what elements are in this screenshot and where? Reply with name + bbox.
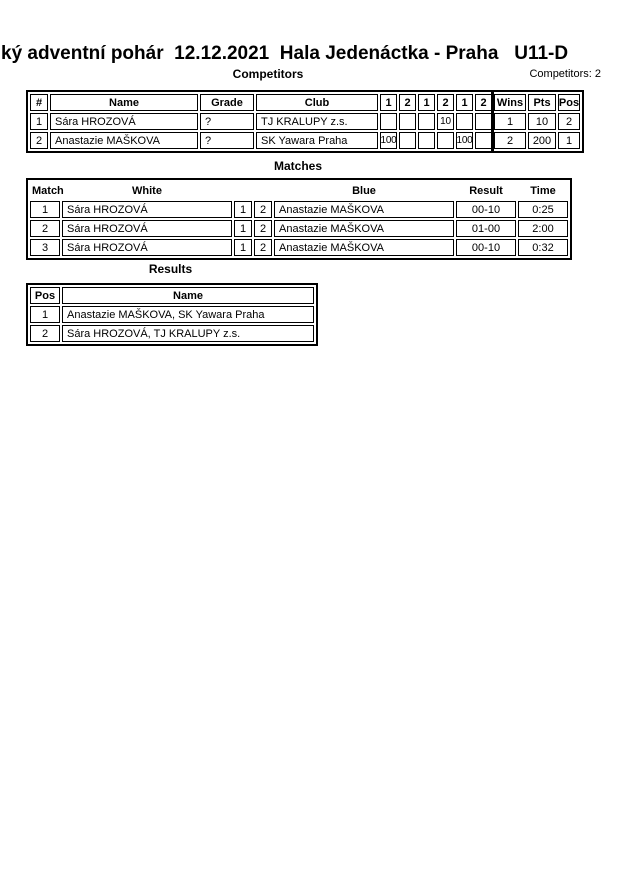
matches-col-white: White	[132, 184, 162, 197]
match-cell: 00-10	[456, 201, 516, 218]
competitors-cell: 100	[380, 132, 397, 149]
results-cell: 2	[30, 325, 60, 342]
competitors-cell: 2	[494, 132, 526, 149]
competitors-cell: TJ KRALUPY z.s.	[256, 113, 378, 130]
competitors-header-cell: Grade	[200, 94, 254, 111]
competitors-cell: 1	[558, 132, 580, 149]
match-cell: Anastazie MAŠKOVA	[274, 201, 454, 218]
match-cell: 2:00	[518, 220, 568, 237]
results-table: Pos Name 1 Anastazie MAŠKOVA, SK Yawara Pra…	[26, 283, 318, 346]
competitors-cell	[399, 113, 416, 130]
competitors-cell	[418, 132, 435, 149]
competitors-cell	[418, 113, 435, 130]
competitors-cell	[399, 132, 416, 149]
matches-col-time: Time	[530, 184, 556, 197]
competitors-cell	[475, 113, 492, 130]
match-cell: 2	[254, 220, 272, 237]
results-header-cell: Name	[62, 287, 314, 304]
match-cell: 2	[254, 201, 272, 218]
results-heading: Results	[148, 262, 193, 276]
competitors-cell	[475, 132, 492, 149]
competitors-cell	[380, 113, 397, 130]
match-cell: 1	[234, 239, 252, 256]
match-cell: 0:32	[518, 239, 568, 256]
competitors-cell: Sára HROZOVÁ	[50, 113, 198, 130]
competitors-cell: 2	[30, 132, 48, 149]
competitors-cell: 2	[558, 113, 580, 130]
page-title: ký adventní pohár 12.12.2021 Hala Jedená…	[1, 43, 569, 64]
wins-section-divider	[491, 92, 494, 151]
match-cell: Sára HROZOVÁ	[62, 220, 232, 237]
match-cell: 1	[234, 220, 252, 237]
match-cell: 2	[254, 239, 272, 256]
matches-col-blue: Blue	[352, 184, 376, 197]
competitors-table: # Name Grade Club 1 2 1 2 1 2 Wins Pts Pos 1 Sára HROZ…	[26, 90, 584, 153]
competitors-cell: SK Yawara Praha	[256, 132, 378, 149]
competitors-header-cell: Wins	[494, 94, 526, 111]
competitors-header-cell: 2	[475, 94, 492, 111]
competitors-cell: 10	[528, 113, 556, 130]
competitors-header-cell: 1	[380, 94, 397, 111]
competitors-cell: 1	[494, 113, 526, 130]
competitors-cell: 1	[30, 113, 48, 130]
competitors-heading: Competitors	[232, 67, 304, 81]
competitors-cell	[437, 132, 454, 149]
results-cell: Anastazie MAŠKOVA, SK Yawara Praha	[62, 306, 314, 323]
competitors-header-cell: 2	[437, 94, 454, 111]
competitors-cell: Anastazie MAŠKOVA	[50, 132, 198, 149]
matches-col-spacer	[234, 182, 272, 199]
competitors-header-cell: 2	[399, 94, 416, 111]
results-cell: Sára HROZOVÁ, TJ KRALUPY z.s.	[62, 325, 314, 342]
competitors-header-cell: #	[30, 94, 48, 111]
competitors-cell: ?	[200, 113, 254, 130]
match-cell: 01-00	[456, 220, 516, 237]
competitors-count-label: Competitors: 2	[529, 68, 601, 80]
matches-heading: Matches	[273, 159, 323, 173]
match-cell: Anastazie MAŠKOVA	[274, 220, 454, 237]
match-cell: 3	[30, 239, 60, 256]
competitors-header-cell: Pos	[558, 94, 580, 111]
competitors-header-cell: Club	[256, 94, 378, 111]
match-cell: 1	[30, 201, 60, 218]
match-cell: Sára HROZOVÁ	[62, 201, 232, 218]
results-header-cell: Pos	[30, 287, 60, 304]
competitors-cell: 100	[456, 132, 473, 149]
competitors-cell: 200	[528, 132, 556, 149]
competitors-header-cell: 1	[418, 94, 435, 111]
match-cell: Sára HROZOVÁ	[62, 239, 232, 256]
match-cell: 0:25	[518, 201, 568, 218]
competitors-header-cell: 1	[456, 94, 473, 111]
competitors-header-cell: Name	[50, 94, 198, 111]
results-cell: 1	[30, 306, 60, 323]
competitors-grid: # Name Grade Club 1 2 1 2 1 2 Wins Pts Pos 1 Sára HROZ…	[28, 92, 582, 151]
match-cell: 2	[30, 220, 60, 237]
matches-col-result: Result	[469, 184, 503, 197]
competitors-cell: ?	[200, 132, 254, 149]
matches-grid: Match White Blue Result Time 1 Sára HROZO…	[28, 180, 570, 258]
competitors-cell: 10	[437, 113, 454, 130]
match-cell: Anastazie MAŠKOVA	[274, 239, 454, 256]
competitors-header-cell: Pts	[528, 94, 556, 111]
results-grid: Pos Name 1 Anastazie MAŠKOVA, SK Yawara Pra…	[28, 285, 316, 344]
competitors-cell	[456, 113, 473, 130]
match-cell: 00-10	[456, 239, 516, 256]
match-cell: 1	[234, 201, 252, 218]
matches-table: Match White Blue Result Time 1 Sára HROZO…	[26, 178, 572, 260]
matches-col-match: Match	[32, 184, 64, 197]
